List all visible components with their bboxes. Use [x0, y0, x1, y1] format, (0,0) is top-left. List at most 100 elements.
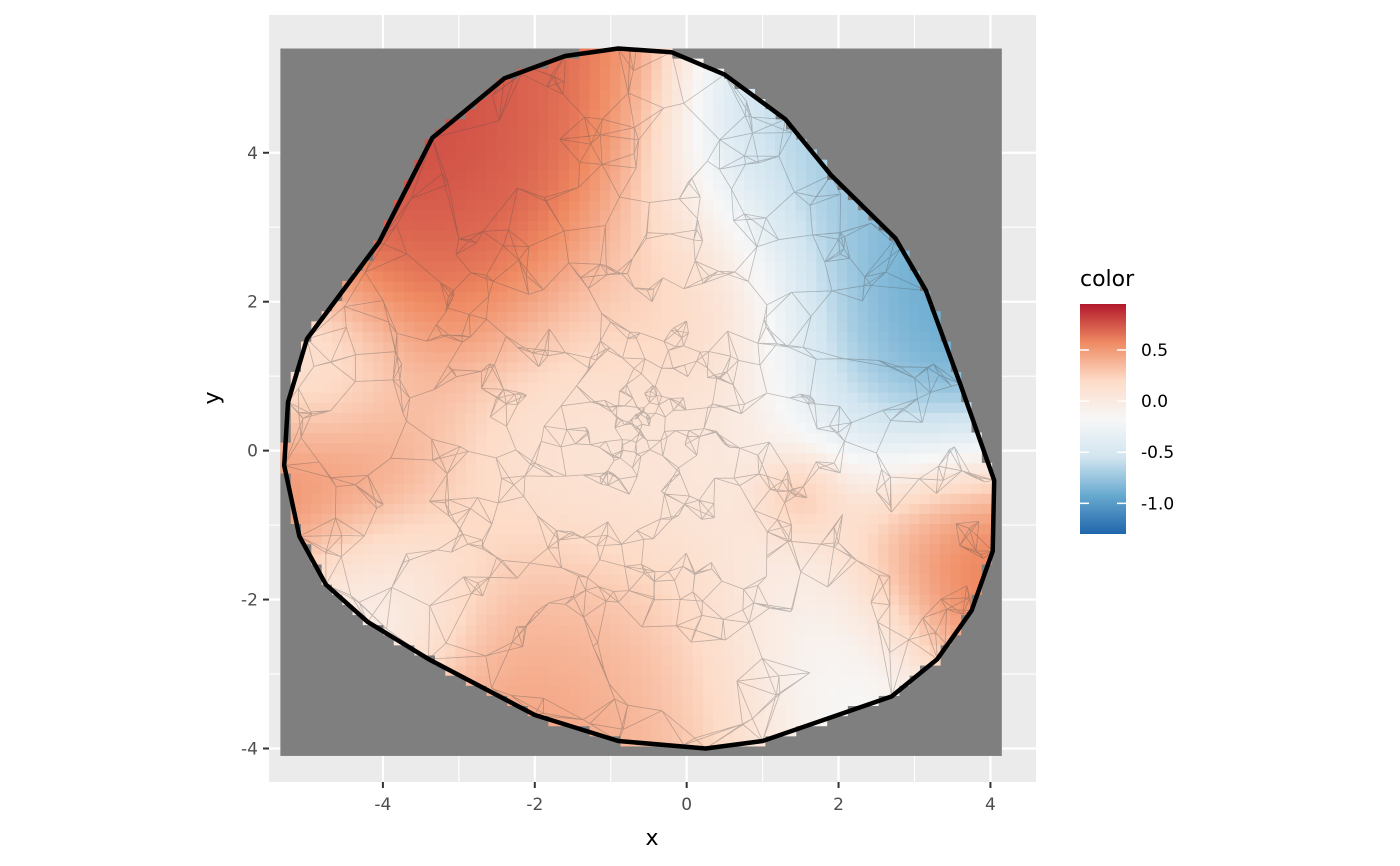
raster-cell — [775, 280, 786, 292]
raster-cell — [589, 654, 601, 666]
raster-cell — [362, 392, 374, 403]
raster-cell — [568, 119, 580, 130]
raster-cell — [527, 210, 539, 221]
raster-cell — [393, 230, 405, 242]
raster-cell — [610, 452, 622, 464]
raster-cell — [424, 634, 436, 646]
raster-cell — [867, 472, 879, 484]
raster-cell — [527, 331, 539, 343]
raster-cell — [568, 169, 580, 181]
raster-cell — [455, 240, 467, 252]
raster-cell — [806, 705, 817, 717]
raster-cell — [909, 452, 920, 464]
raster-cell — [455, 341, 467, 353]
raster-cell — [775, 291, 786, 302]
raster-cell — [630, 331, 642, 343]
raster-cell — [445, 260, 457, 272]
raster-cell — [630, 159, 642, 171]
raster-cell — [713, 78, 725, 90]
raster-cell — [517, 371, 529, 383]
raster-cell — [682, 109, 694, 120]
raster-cell — [672, 382, 683, 393]
raster-cell — [424, 483, 436, 494]
raster-cell — [816, 179, 828, 191]
raster-cell — [538, 442, 549, 454]
raster-cell — [517, 311, 529, 322]
raster-cell — [548, 240, 560, 252]
raster-cell — [651, 159, 663, 171]
raster-cell — [764, 129, 776, 141]
raster-cell — [641, 250, 653, 262]
raster-cell — [713, 291, 725, 302]
raster-cell — [599, 462, 611, 474]
raster-cell — [795, 563, 807, 575]
raster-cell — [775, 533, 786, 545]
raster-cell — [424, 392, 436, 403]
raster-cell — [806, 594, 817, 605]
raster-cell — [795, 179, 807, 191]
raster-cell — [424, 341, 436, 353]
mesh-edges — [283, 48, 995, 749]
raster-cell — [445, 382, 457, 393]
raster-cell — [878, 513, 890, 525]
raster-cell — [445, 422, 457, 434]
raster-cell — [589, 99, 601, 110]
raster-cell — [527, 220, 539, 232]
raster-cell — [713, 139, 725, 151]
raster-cell — [764, 503, 776, 514]
raster-cell — [579, 200, 591, 211]
raster-cell — [847, 614, 859, 626]
raster-cell — [610, 604, 622, 616]
raster-cell — [898, 472, 910, 484]
raster-cell — [806, 462, 817, 474]
raster-cell — [692, 624, 704, 636]
raster-cell — [651, 735, 663, 747]
raster-cell — [496, 533, 508, 545]
raster-cell — [486, 422, 498, 434]
raster-cell — [682, 402, 694, 413]
raster-cell — [630, 311, 642, 322]
raster-cell — [445, 291, 457, 302]
raster-cell — [455, 523, 467, 535]
raster-cell — [641, 210, 653, 221]
raster-cell — [775, 402, 786, 413]
raster-cell — [342, 574, 354, 585]
raster-cell — [651, 321, 663, 333]
raster-cell — [692, 351, 704, 363]
raster-cell — [795, 230, 807, 242]
raster-cell — [744, 260, 756, 272]
raster-cell — [785, 291, 797, 302]
raster-cell — [496, 169, 508, 181]
raster-cell — [775, 513, 786, 525]
raster-cell — [579, 624, 591, 636]
raster-cell — [692, 493, 704, 504]
raster-cell — [661, 422, 673, 434]
raster-cell — [630, 634, 642, 646]
raster-cell — [620, 574, 632, 585]
raster-cell — [373, 462, 385, 474]
raster-cell — [548, 584, 560, 595]
raster-cell — [620, 58, 632, 70]
raster-cell — [775, 341, 786, 353]
raster-cell — [816, 392, 828, 403]
raster-cell — [733, 644, 745, 656]
raster-cell — [682, 644, 694, 656]
raster-cell — [878, 270, 890, 282]
raster-cell — [939, 483, 951, 494]
raster-cell — [785, 331, 797, 343]
raster-cell — [311, 341, 323, 353]
raster-cell — [826, 594, 838, 605]
raster-cell — [558, 301, 570, 312]
raster-cell — [651, 260, 663, 272]
raster-cell — [630, 432, 642, 444]
raster-cell — [785, 280, 797, 292]
raster-cell — [816, 331, 828, 343]
raster-cell — [630, 543, 642, 555]
raster-cell — [331, 392, 343, 403]
raster-cell — [878, 351, 890, 363]
raster-cell — [764, 220, 776, 232]
raster-cell — [672, 139, 683, 151]
raster-cell — [331, 402, 343, 413]
raster-cell — [661, 169, 673, 181]
raster-cell — [898, 533, 910, 545]
